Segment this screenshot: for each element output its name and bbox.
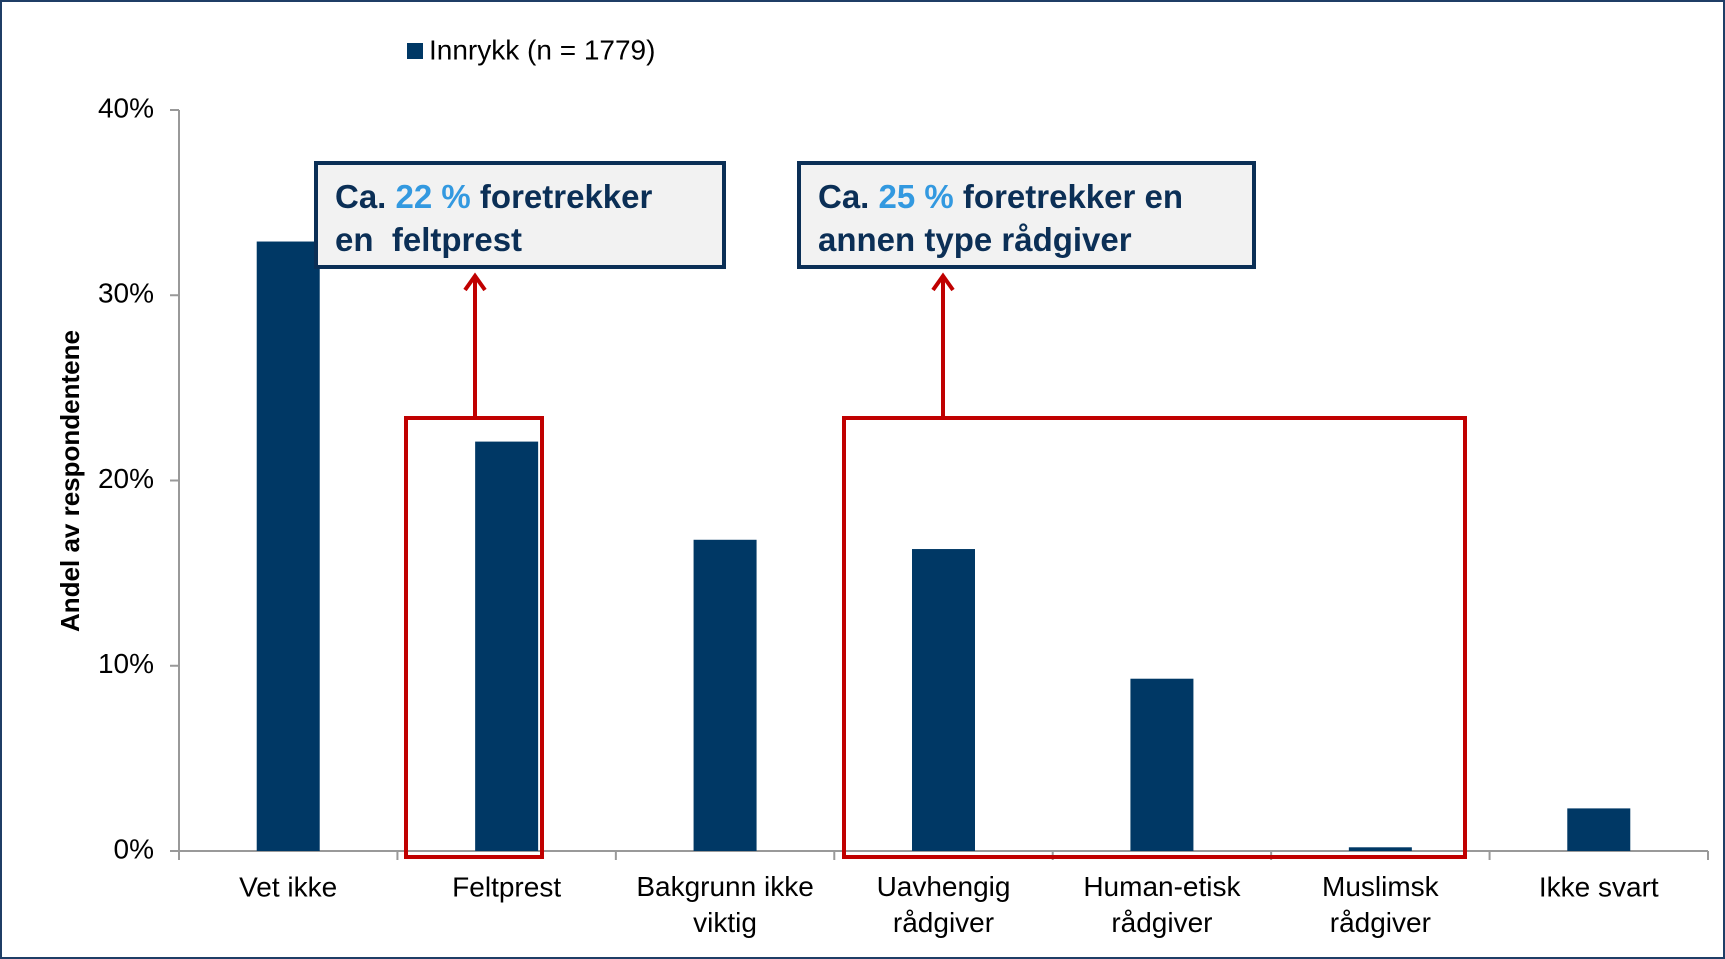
legend-swatch	[407, 43, 423, 59]
annotation-text: Ca.	[818, 178, 869, 215]
y-tick-label: 0%	[114, 833, 154, 864]
annotation-box	[797, 161, 1256, 269]
annotation-highlight: 22 %	[396, 178, 471, 215]
x-tick-label: Vet ikke	[239, 871, 337, 902]
bar	[1130, 678, 1194, 851]
annotation-text: foretrekker en	[963, 178, 1183, 215]
annotation-text: annen type rådgiver	[818, 221, 1132, 258]
bar	[912, 549, 975, 851]
highlight-boxes	[314, 161, 1467, 859]
annotation-line: Ca. 25 % foretrekker en	[818, 178, 1183, 215]
highlight-box	[842, 416, 1467, 859]
arrow-head	[931, 272, 955, 292]
x-tick-label: Feltprest	[452, 871, 561, 902]
y-tick-label: 20%	[98, 463, 154, 494]
plot: 0% 10% 20% 30% 40% Vet ikke Feltprest Bakgrunn …	[98, 92, 1709, 938]
legend-label: Innrykk (n = 1779)	[429, 34, 655, 65]
x-tick-label: Human-etisk rådgiver	[1083, 871, 1241, 938]
y-tick-label: 40%	[98, 92, 154, 123]
x-tick-label: Uavhengig rådgiver	[877, 871, 1011, 938]
annotation-box	[314, 161, 726, 269]
x-tick-label: Ikke svart	[1539, 871, 1659, 902]
bar	[1348, 847, 1412, 851]
annotation-text: foretrekker	[480, 178, 653, 215]
bar	[256, 241, 320, 852]
y-tick-label: 30%	[98, 278, 154, 309]
annotation-line: Ca. 22 % foretrekker	[335, 178, 653, 215]
bar	[475, 441, 539, 851]
bar	[693, 539, 757, 851]
annotation-highlight: 25 %	[879, 178, 954, 215]
bar	[1567, 808, 1631, 851]
y-axis-label: Andel av respondentene	[55, 330, 85, 632]
annotation-text: Ca.	[335, 178, 386, 215]
y-tick-label: 10%	[98, 648, 154, 679]
x-tick-label: Muslimsk rådgiver	[1322, 871, 1440, 938]
annotation-text: en feltprest	[335, 221, 522, 258]
x-tick-label: Bakgrunn ikke viktig	[636, 871, 813, 938]
arrow-head	[463, 272, 487, 292]
